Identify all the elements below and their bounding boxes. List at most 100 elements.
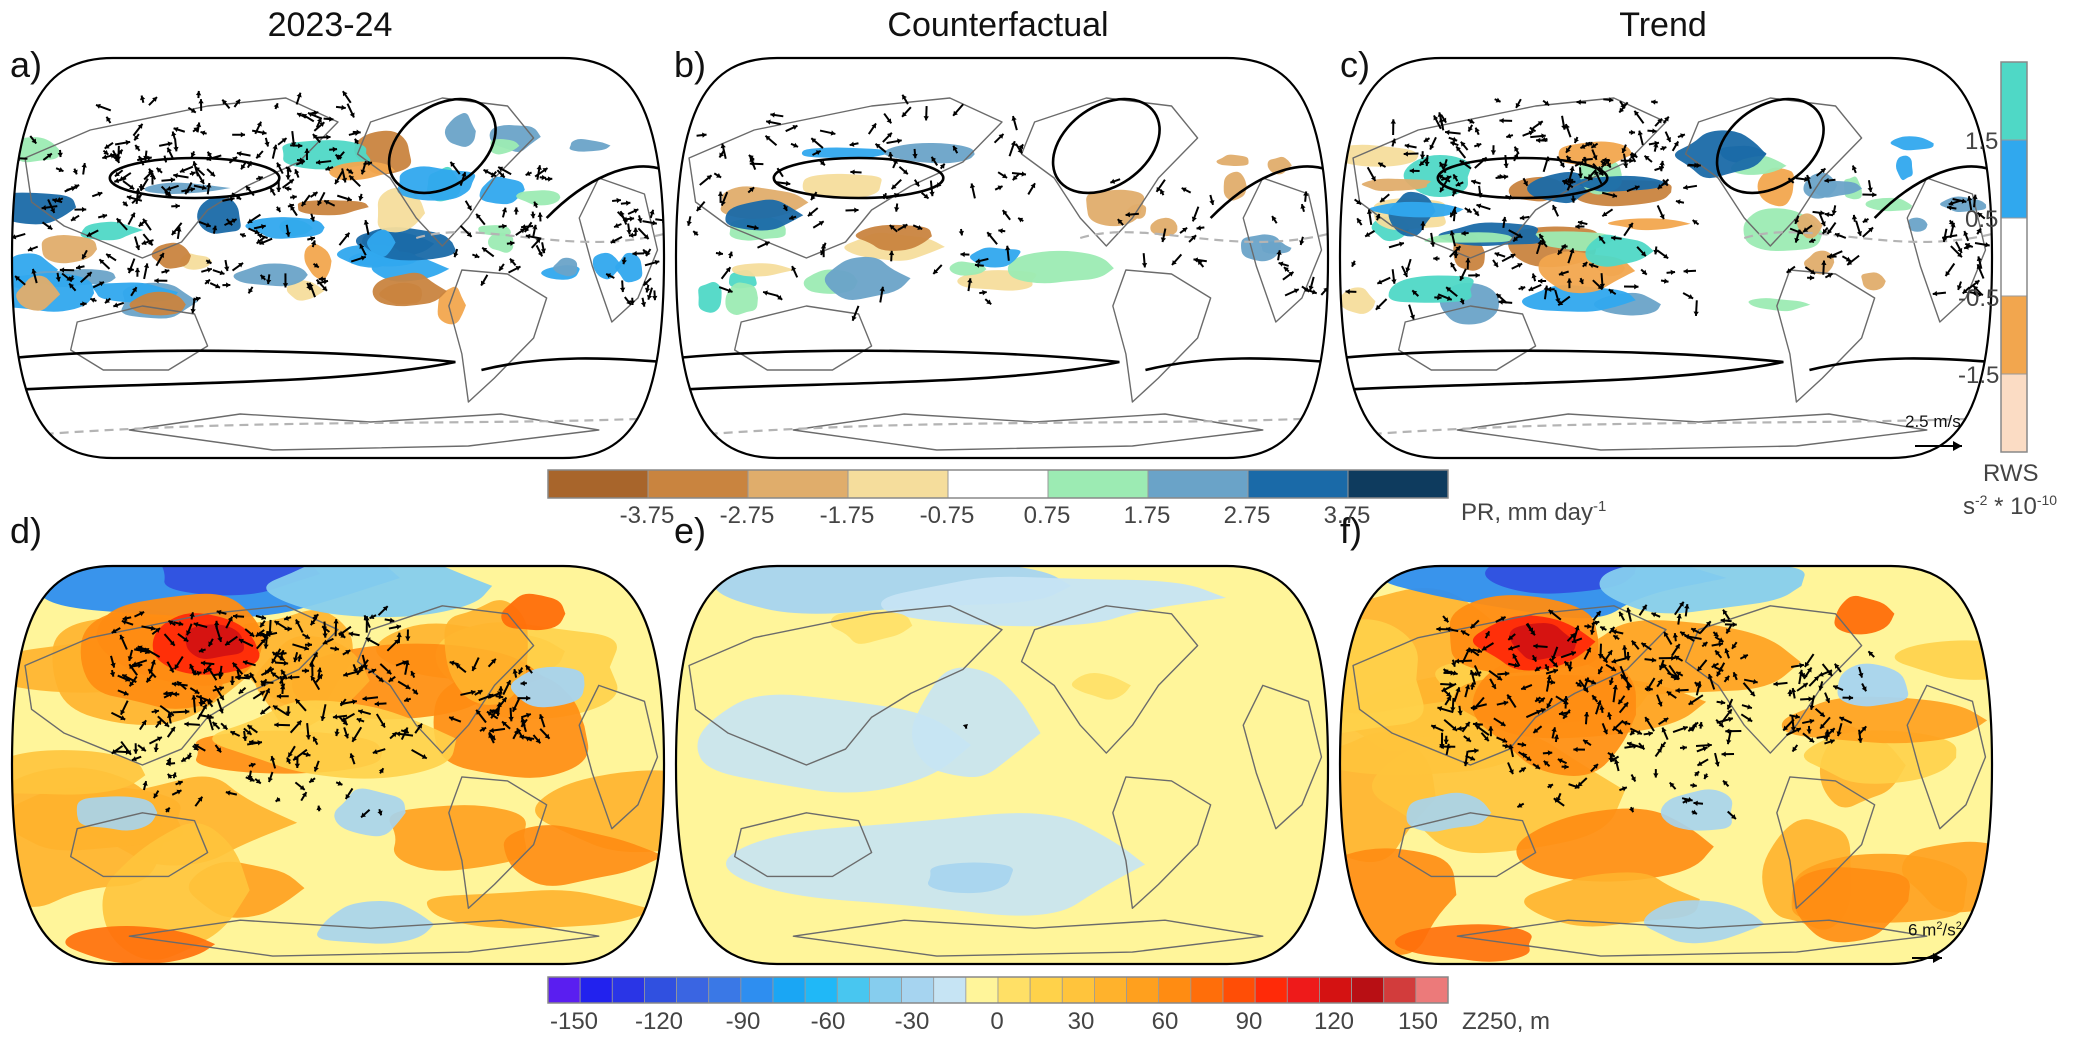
pr-colorbar-swatch bbox=[1147, 469, 1249, 499]
vector-arrowhead bbox=[1684, 634, 1690, 640]
vector-arrowhead bbox=[191, 695, 197, 700]
vector-arrowhead bbox=[352, 736, 357, 742]
vector-arrowhead bbox=[502, 721, 507, 727]
vector-arrowhead bbox=[360, 255, 366, 261]
vector-arrowhead bbox=[1412, 290, 1418, 296]
z-colorbar-swatch bbox=[1029, 976, 1063, 1004]
vector-arrowhead bbox=[1453, 253, 1459, 259]
vector-arrowhead bbox=[1304, 287, 1310, 292]
vector-arrowhead bbox=[1693, 311, 1699, 316]
vector-arrowhead bbox=[632, 227, 639, 232]
vector-arrowhead bbox=[1437, 706, 1443, 712]
vector-arrowhead bbox=[267, 631, 273, 636]
vector-arrowhead bbox=[1567, 666, 1573, 672]
vector-arrowhead bbox=[404, 660, 410, 666]
vector-arrowhead bbox=[313, 262, 319, 268]
rws-colorbar-frame bbox=[2000, 61, 2028, 453]
vector-arrowhead bbox=[526, 695, 531, 701]
vector-arrowhead bbox=[466, 231, 472, 237]
vector-arrowhead bbox=[1472, 671, 1478, 677]
vector-arrowhead bbox=[309, 777, 315, 783]
vector-arrowhead bbox=[1680, 133, 1685, 139]
vector-arrowhead bbox=[1726, 628, 1731, 634]
vector-arrowhead bbox=[224, 266, 230, 272]
vector-arrowhead bbox=[482, 247, 488, 253]
vector-arrowhead bbox=[1932, 290, 1938, 297]
anomaly-shading bbox=[503, 825, 664, 886]
vector-arrowhead bbox=[1589, 262, 1594, 269]
vector-arrowhead bbox=[261, 129, 267, 136]
vector-arrowhead bbox=[717, 191, 724, 196]
vector-arrowhead bbox=[229, 196, 235, 202]
vector-arrowhead bbox=[1732, 621, 1737, 628]
vector-arrowhead bbox=[1672, 633, 1679, 638]
vector-arrowhead bbox=[190, 186, 195, 193]
vector-arrowhead bbox=[139, 611, 145, 617]
vector-arrowhead bbox=[1455, 687, 1461, 693]
anomaly-shading bbox=[911, 667, 1041, 778]
vector-arrowhead bbox=[110, 662, 116, 668]
vector-arrowhead bbox=[524, 227, 530, 233]
vector-arrowhead bbox=[1831, 210, 1837, 215]
vector-arrowhead bbox=[1538, 278, 1543, 284]
vector-arrowhead bbox=[202, 704, 207, 710]
vector-arrowhead bbox=[1608, 97, 1614, 103]
pr-colorbar-swatch bbox=[647, 469, 749, 499]
vector-arrowhead bbox=[276, 187, 282, 193]
vector-arrowhead bbox=[154, 277, 159, 284]
vector-arrowhead bbox=[1593, 764, 1598, 769]
vector-arrowhead bbox=[1683, 184, 1688, 190]
vector-arrowhead bbox=[1972, 194, 1978, 200]
vector-arrowhead bbox=[354, 130, 360, 137]
vector-arrowhead bbox=[340, 700, 346, 706]
vector-arrowhead bbox=[290, 205, 296, 211]
vector-arrowhead bbox=[1582, 156, 1587, 163]
vector-arrowhead bbox=[1644, 155, 1650, 161]
vector-arrowhead bbox=[1562, 180, 1568, 186]
vector-arrowhead bbox=[242, 660, 248, 666]
vector-arrowhead bbox=[1561, 125, 1567, 130]
vector-arrowhead bbox=[345, 794, 351, 800]
vector-arrowhead bbox=[259, 691, 265, 696]
vector-arrowhead bbox=[284, 615, 289, 621]
vector-arrowhead bbox=[810, 195, 816, 201]
vector-arrowhead bbox=[1507, 694, 1512, 700]
vector-arrowhead bbox=[1564, 764, 1569, 770]
vector-arrowhead bbox=[1630, 776, 1636, 782]
vector-arrowhead bbox=[382, 606, 388, 612]
vector-arrowhead bbox=[470, 689, 476, 696]
vector-arrowhead bbox=[498, 693, 504, 700]
coastline bbox=[356, 97, 535, 247]
vector-arrowhead bbox=[417, 723, 423, 729]
vector-arrowhead bbox=[1806, 729, 1812, 734]
vector-arrowhead bbox=[1002, 173, 1008, 178]
vector-arrowhead bbox=[1563, 713, 1568, 719]
vector-arrowhead bbox=[1433, 255, 1438, 262]
vector-arrowhead bbox=[1848, 695, 1854, 701]
pr-colorbar-swatch bbox=[1247, 469, 1349, 499]
vector-arrowhead bbox=[1506, 133, 1512, 139]
vector-arrowhead bbox=[110, 153, 116, 159]
vector-arrowhead bbox=[332, 146, 338, 153]
vector-arrowhead bbox=[74, 184, 80, 190]
vector-arrowhead bbox=[1571, 651, 1576, 657]
vector-arrowhead bbox=[1465, 721, 1470, 727]
anomaly-shading bbox=[129, 291, 186, 316]
vector-arrowhead bbox=[133, 749, 139, 754]
vector-arrowhead bbox=[363, 220, 369, 225]
vector-arrowhead bbox=[168, 620, 174, 626]
vector-arrowhead bbox=[256, 153, 262, 159]
vector-arrowhead bbox=[501, 207, 508, 213]
vector-arrowhead bbox=[1621, 148, 1627, 153]
vector-arrowhead bbox=[1370, 175, 1376, 181]
z-tick-label: -120 bbox=[634, 1008, 684, 1035]
vector-arrowhead bbox=[106, 116, 112, 122]
vector-arrowhead bbox=[81, 163, 87, 168]
vector-arrowhead bbox=[1544, 665, 1550, 671]
vector-arrowhead bbox=[47, 224, 53, 230]
vector-arrowhead bbox=[1469, 682, 1476, 688]
vector-arrowhead bbox=[1563, 696, 1569, 701]
vector-arrowhead bbox=[1582, 262, 1588, 267]
vector-arrowhead bbox=[1125, 211, 1131, 218]
anomaly-shading bbox=[697, 694, 972, 793]
